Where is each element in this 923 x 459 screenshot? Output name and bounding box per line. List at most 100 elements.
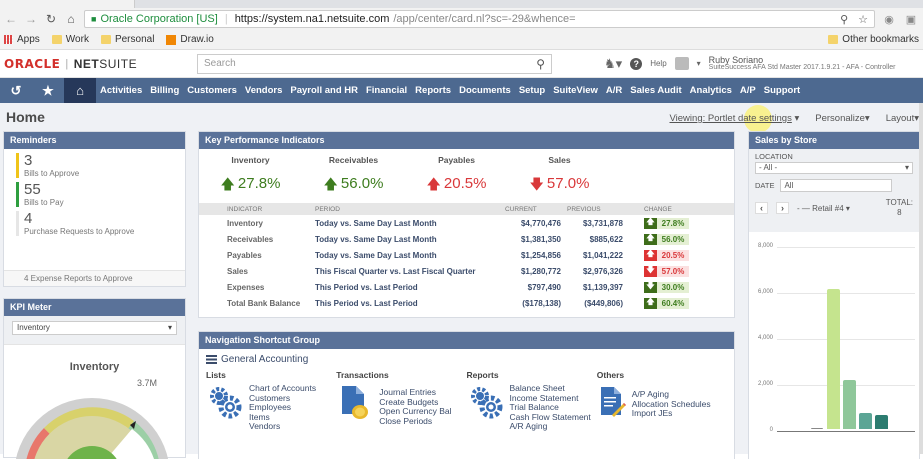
- table-row[interactable]: Inventory Today vs. Same Day Last Month $4…: [199, 215, 734, 231]
- date-input[interactable]: All: [780, 179, 893, 192]
- portlet-title[interactable]: KPI Meter: [4, 299, 185, 316]
- bookmark-drawio[interactable]: Draw.io: [166, 34, 214, 45]
- home-nav-icon[interactable]: ⌂: [64, 78, 96, 103]
- bookmark-label: Work: [65, 34, 89, 45]
- bookmark-work[interactable]: Work: [51, 34, 89, 45]
- shortcut-link[interactable]: Vendors: [249, 421, 281, 431]
- chart-bar[interactable]: [827, 289, 840, 429]
- shortcut-link[interactable]: Trial Balance: [509, 402, 559, 412]
- reminder-footer-link[interactable]: 4 Expense Reports to Approve: [4, 270, 185, 286]
- shortcuts-star-icon[interactable]: ★: [42, 82, 54, 98]
- shortcut-link[interactable]: Income Statement: [509, 392, 579, 403]
- portlet-title[interactable]: Sales by Store: [749, 132, 919, 149]
- reload-icon[interactable]: ↻: [45, 12, 57, 26]
- shortcut-link[interactable]: Open Currency Bal: [379, 406, 452, 416]
- kpi-label: Payables: [438, 155, 475, 165]
- table-row[interactable]: Expenses This Period vs. Last Period $797,…: [199, 279, 734, 295]
- table-row[interactable]: Sales This Fiscal Quarter vs. Last Fiscal…: [199, 263, 734, 279]
- series-select[interactable]: - — Retail #4 ▾: [797, 204, 850, 213]
- menu-billing[interactable]: Billing: [150, 85, 180, 96]
- recent-history-icon[interactable]: ↺: [10, 82, 22, 98]
- other-bookmarks[interactable]: Other bookmarks: [828, 34, 919, 45]
- kpi-meter-select[interactable]: Inventory ▾: [12, 321, 177, 335]
- bookmark-apps[interactable]: Apps: [4, 34, 40, 45]
- kpi-headline[interactable]: Sales 🡇 57.0%: [508, 155, 611, 192]
- help-link[interactable]: Help: [650, 59, 667, 68]
- shortcut-link[interactable]: Chart of Accounts: [249, 383, 317, 393]
- chart-bar[interactable]: [875, 415, 888, 429]
- chart-bar[interactable]: [811, 428, 823, 429]
- table-row[interactable]: Receivables Today vs. Same Day Last Month…: [199, 231, 734, 247]
- chevron-down-icon: ▾: [794, 113, 800, 124]
- menu-analytics[interactable]: Analytics: [689, 85, 732, 96]
- shortcut-group-header[interactable]: General Accounting: [199, 349, 734, 370]
- menu-sales-audit[interactable]: Sales Audit: [630, 85, 682, 96]
- table-row[interactable]: Payables Today vs. Same Day Last Month $1,…: [199, 247, 734, 263]
- user-role-info[interactable]: Ruby Soriano SuiteSuccess AFA Std Master…: [708, 55, 896, 72]
- zoom-icon[interactable]: ⚲: [840, 13, 849, 26]
- search-icon[interactable]: ⚲: [536, 56, 545, 71]
- extension-icon[interactable]: ▣: [905, 13, 917, 26]
- home-icon[interactable]: ⌂: [67, 12, 75, 26]
- menu-support[interactable]: Support: [763, 85, 801, 96]
- help-icon[interactable]: ?: [630, 57, 643, 70]
- next-page-button[interactable]: ›: [776, 202, 789, 214]
- kpi-headline[interactable]: Inventory 🡅 27.8%: [199, 155, 302, 192]
- hamburger-menu-icon[interactable]: [206, 355, 217, 364]
- menu-payroll-hr[interactable]: Payroll and HR: [290, 85, 358, 96]
- global-search-input[interactable]: Search ⚲: [197, 53, 552, 74]
- previous-page-button[interactable]: ‹: [755, 202, 768, 214]
- browser-tab[interactable]: [0, 0, 135, 8]
- personalize-menu[interactable]: Personalize▾: [815, 113, 869, 124]
- forward-icon[interactable]: →: [25, 12, 37, 26]
- shortcut-link[interactable]: A/P Aging: [631, 389, 669, 399]
- layout-menu[interactable]: Layout▾: [886, 113, 919, 124]
- kpi-headline[interactable]: Payables 🡅 20.5%: [405, 155, 508, 192]
- shortcut-link[interactable]: Balance Sheet: [509, 383, 565, 393]
- shortcut-link[interactable]: Employees: [249, 402, 292, 412]
- arrow-up-icon: 🡅: [220, 175, 235, 192]
- portlet-title[interactable]: Navigation Shortcut Group: [199, 332, 734, 349]
- shortcut-link[interactable]: Customers: [249, 392, 291, 403]
- menu-customers[interactable]: Customers: [187, 85, 237, 96]
- menu-documents[interactable]: Documents: [459, 85, 511, 96]
- location-select[interactable]: - All - ▾: [755, 162, 913, 174]
- shortcut-link[interactable]: A/R Aging: [509, 421, 548, 431]
- table-row[interactable]: Total Bank Balance This Period vs. Last P…: [199, 295, 734, 311]
- shortcut-link[interactable]: Journal Entries: [379, 387, 436, 397]
- shortcut-link[interactable]: Cash Flow Statement: [509, 411, 591, 422]
- menu-activities[interactable]: Activities: [100, 85, 143, 96]
- oracle-netsuite-logo[interactable]: ORACLE | NET SUITE: [4, 57, 197, 71]
- menu-ap[interactable]: A/P: [739, 85, 756, 96]
- menu-financial[interactable]: Financial: [365, 85, 408, 96]
- shortcut-link[interactable]: Import JEs: [631, 408, 673, 418]
- menu-ar[interactable]: A/R: [605, 85, 623, 96]
- shortcut-link[interactable]: Allocation Schedules: [631, 398, 711, 409]
- menu-setup[interactable]: Setup: [518, 85, 546, 96]
- menu-reports[interactable]: Reports: [415, 85, 452, 96]
- bookmark-star-icon[interactable]: ☆: [858, 13, 868, 26]
- chevron-down-icon[interactable]: ▾: [696, 59, 701, 68]
- reminder-item[interactable]: 4 Purchase Requests to Approve: [4, 207, 185, 236]
- bookmark-personal[interactable]: Personal: [100, 34, 154, 45]
- shortcut-link[interactable]: Items: [249, 411, 270, 422]
- viewing-portlet-date-settings-link[interactable]: Viewing: Portlet date settings ▾: [670, 113, 800, 124]
- chart-bar[interactable]: [859, 413, 872, 429]
- user-avatar-icon[interactable]: [674, 57, 689, 70]
- back-icon[interactable]: ←: [5, 12, 17, 26]
- reminder-item[interactable]: 3 Bills to Approve: [4, 149, 185, 178]
- chart-bar[interactable]: [843, 380, 856, 429]
- reminder-item[interactable]: 55 Bills to Pay: [4, 178, 185, 207]
- kpi-headline[interactable]: Receivables 🡅 56.0%: [302, 155, 405, 192]
- address-bar[interactable]: ■ Oracle Corporation [US] | https://syst…: [84, 10, 875, 28]
- user-role: SuiteSuccess AFA Std Master 2017.1.9.21 …: [708, 63, 896, 71]
- portlet-title[interactable]: Key Performance Indicators: [199, 132, 734, 149]
- recent-records-icon[interactable]: ♞▾: [604, 55, 623, 71]
- shortcut-link[interactable]: Close Periods: [379, 415, 433, 426]
- portlet-title[interactable]: Reminders: [4, 132, 185, 149]
- menu-suiteview[interactable]: SuiteView: [553, 85, 598, 96]
- page-scrollbar[interactable]: [919, 103, 923, 454]
- camera-extension-icon[interactable]: ◉: [884, 13, 894, 26]
- menu-vendors[interactable]: Vendors: [244, 85, 283, 96]
- shortcut-link[interactable]: Create Budgets: [379, 396, 439, 407]
